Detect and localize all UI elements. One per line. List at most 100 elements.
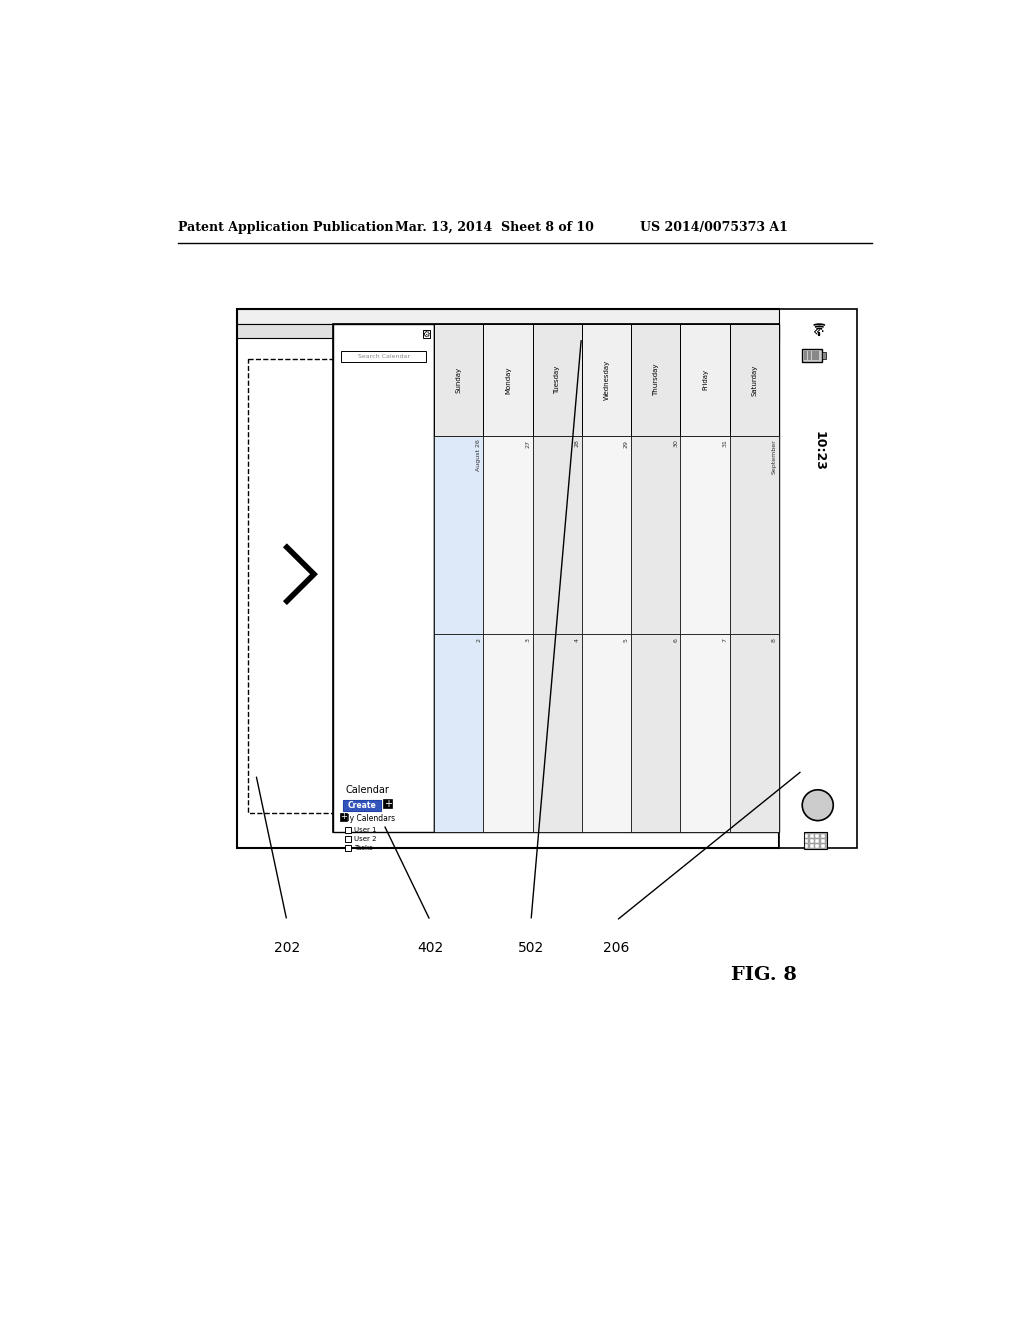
Bar [815,840,819,843]
Text: 7: 7 [722,638,727,642]
Bar [821,845,824,849]
Text: 31: 31 [722,440,727,447]
Bar [730,323,779,436]
Text: 206: 206 [603,941,630,954]
Bar [810,834,814,838]
Bar [237,309,779,847]
Text: Friday: Friday [702,370,709,391]
Bar [681,436,730,634]
Text: ⚙: ⚙ [423,330,430,338]
Text: Saturday: Saturday [752,364,758,396]
Text: 2: 2 [476,638,481,642]
Bar [423,330,430,338]
Text: 6: 6 [673,638,678,642]
Bar [532,634,582,832]
Text: Tuesday: Tuesday [554,366,560,395]
Text: Thursday: Thursday [653,363,658,396]
Text: 29: 29 [624,440,629,447]
Text: User 2: User 2 [354,836,377,842]
Text: Tasks: Tasks [354,845,373,851]
Bar [808,351,811,360]
Bar [582,436,631,634]
Text: +: + [384,799,391,809]
Bar [815,834,819,838]
Bar [805,840,809,843]
Bar [532,323,582,436]
Text: August 26: August 26 [476,440,481,471]
Bar [631,323,681,436]
Bar [340,813,347,821]
Text: Mar. 13, 2014  Sheet 8 of 10: Mar. 13, 2014 Sheet 8 of 10 [395,222,594,234]
Text: 5: 5 [624,638,629,642]
Text: Sunday: Sunday [456,367,462,393]
Bar [483,634,532,832]
Text: 27: 27 [525,440,530,447]
Text: 502: 502 [518,941,544,954]
Bar [730,436,779,634]
Text: My Calendars: My Calendars [343,814,395,822]
Text: Monday: Monday [505,366,511,393]
Bar [821,834,824,838]
Text: 3: 3 [525,638,530,642]
Bar [582,634,631,832]
Bar [631,634,681,832]
Bar [237,323,779,338]
Circle shape [802,789,834,821]
Bar [483,323,532,436]
Bar [805,845,809,849]
Text: September: September [772,440,776,474]
Bar [815,351,818,360]
Text: 402: 402 [417,941,443,954]
Text: 4: 4 [574,638,580,642]
Bar [779,309,856,847]
Bar [237,309,779,323]
Text: +: + [340,812,347,821]
Bar [804,351,807,360]
Bar [434,323,779,832]
Text: 30: 30 [673,440,678,447]
Bar [804,832,827,849]
Bar [810,840,814,843]
Text: FIG. 8: FIG. 8 [730,966,797,983]
Bar [483,436,532,634]
Text: Search Calendar: Search Calendar [357,354,410,359]
Bar [345,845,351,851]
Bar [810,845,814,849]
Text: 8: 8 [772,638,776,642]
Text: User 1: User 1 [354,826,377,833]
Text: Calendar: Calendar [345,785,389,795]
Bar [334,323,779,832]
Bar [812,351,815,360]
Bar [764,335,775,397]
Text: 28: 28 [574,440,580,447]
Text: Create: Create [348,801,377,809]
Text: Wednesday: Wednesday [603,360,609,400]
Bar [334,323,434,832]
Bar [434,323,483,436]
Text: 10:23: 10:23 [813,432,825,471]
Bar [815,845,819,849]
Bar [821,840,824,843]
Bar [764,323,775,755]
Bar [345,826,351,833]
Bar [345,836,351,842]
Bar [434,634,483,832]
Bar [547,323,616,338]
Bar [582,323,631,436]
Bar [631,436,681,634]
Bar [341,351,426,362]
Bar [434,436,483,634]
Bar [248,359,477,813]
Bar [822,352,825,359]
Bar [681,323,730,436]
Bar [805,834,809,838]
Bar [802,350,822,362]
Bar [532,436,582,634]
Text: Patent Application Publication: Patent Application Publication [178,222,394,234]
Bar [383,799,392,808]
Bar [681,634,730,832]
Bar [343,800,381,810]
Text: 202: 202 [273,941,300,954]
Text: «·: «· [813,325,825,339]
Text: New Tab: New Tab [564,326,599,335]
